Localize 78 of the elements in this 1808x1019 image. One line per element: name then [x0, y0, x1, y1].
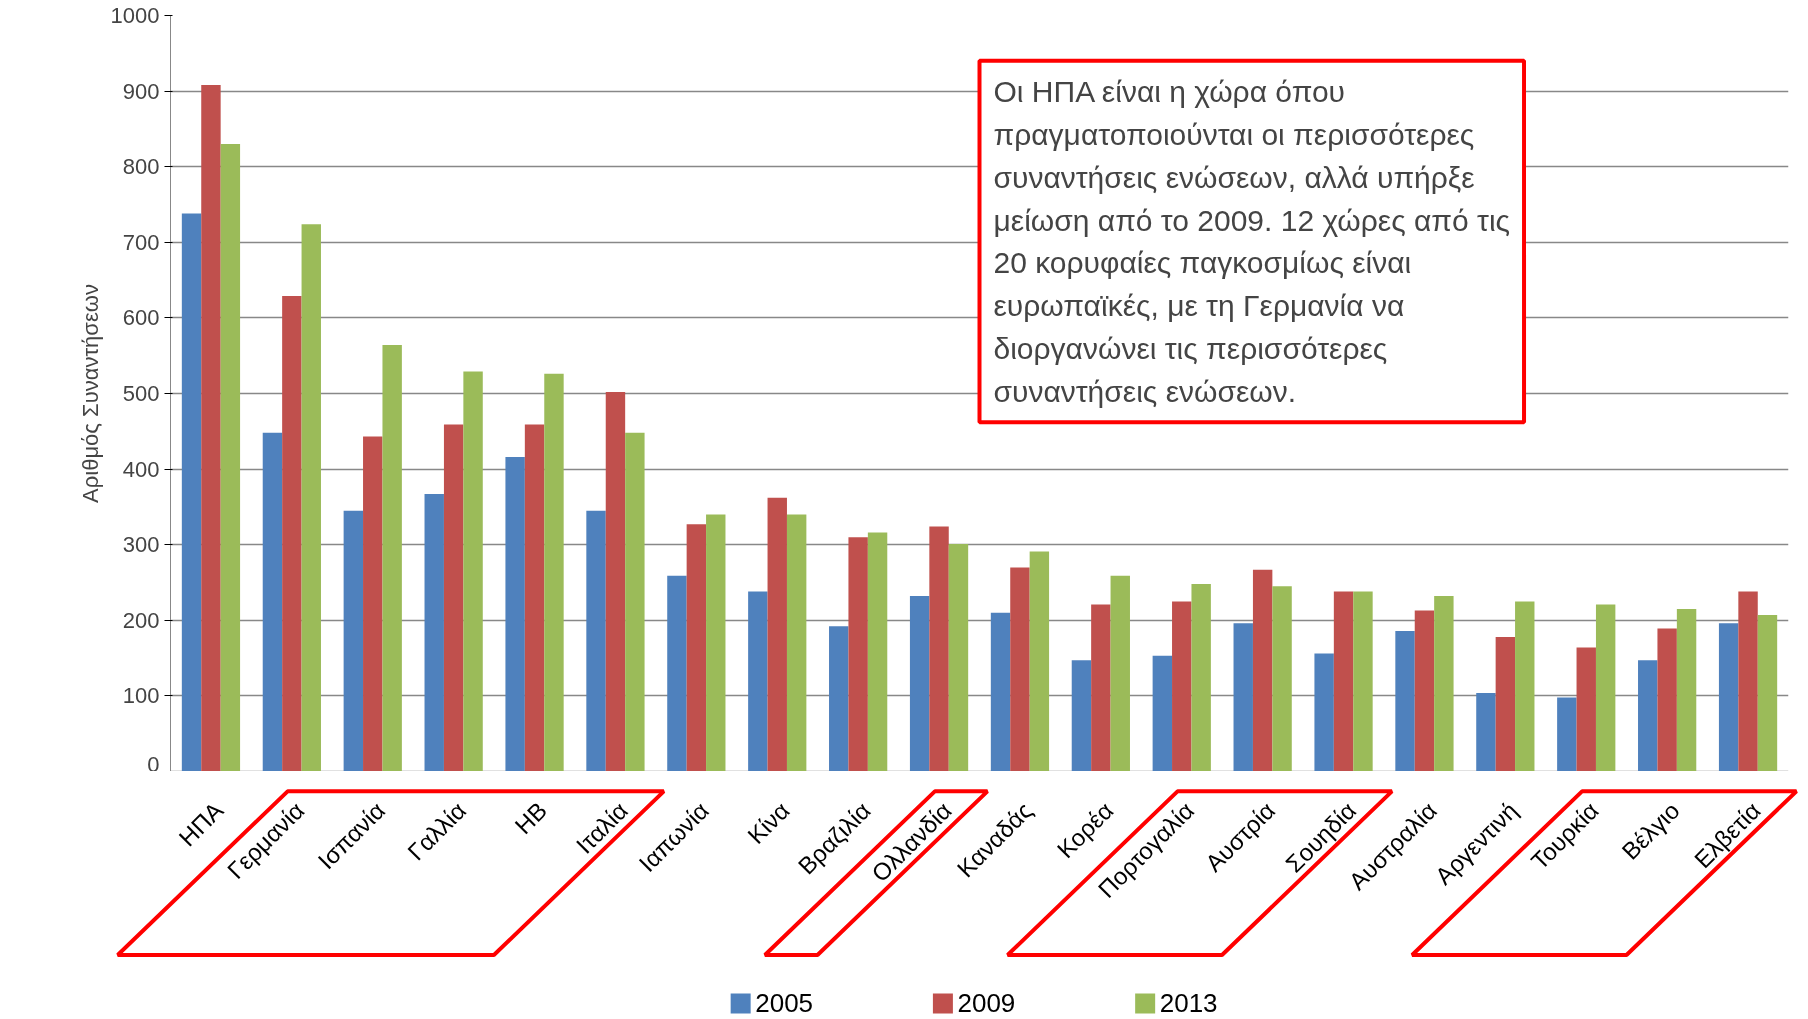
- bar: [201, 85, 221, 771]
- bar: [1414, 610, 1435, 771]
- legend-label: 2005: [755, 988, 814, 1019]
- y-tick-label: 500: [122, 381, 160, 406]
- bar: [929, 526, 949, 771]
- bar: [1595, 604, 1616, 771]
- bar: [1515, 601, 1535, 771]
- annotation: Οι ΗΠΑ είναι η χώρα όπου πραγματοποιούνται οι περισσότερες συναντήσεις ενώσεων, αλλά υπήρξε μείωση από το 2009. 12 χώρες από τις 20 κορυφαίες παγκοσμίως είναι ευρωπαϊκές, με τη Γερμανία να διοργανώνει τις περισσότερες συναντήσεις ενώσεων.: [993, 74, 1511, 409]
- bar: [363, 436, 383, 771]
- y-tick-label: 800: [122, 154, 160, 180]
- bar: [909, 596, 930, 771]
- bar: [524, 424, 545, 771]
- bar: [1010, 567, 1030, 771]
- bar: [1757, 615, 1778, 771]
- bar: [1638, 660, 1658, 771]
- bar: [767, 497, 787, 771]
- bar: [1718, 623, 1739, 771]
- bar: [625, 432, 645, 771]
- bar: [1657, 628, 1677, 771]
- bar: [848, 537, 868, 771]
- bar: [1233, 623, 1253, 771]
- bar: [1738, 591, 1758, 771]
- y-tick-label: 300: [122, 532, 160, 558]
- bar: [1029, 551, 1050, 771]
- x-tick-label: ΗΒ: [509, 796, 552, 840]
- bar: [301, 224, 321, 771]
- bar: [443, 424, 464, 771]
- y-tick-label: 400: [122, 456, 160, 482]
- x-tick-label: Κίνα: [742, 796, 795, 850]
- y-tick-label: 700: [122, 229, 160, 255]
- bar: [1272, 586, 1292, 771]
- bar: [181, 213, 202, 771]
- bar: [786, 514, 807, 771]
- bar: [463, 371, 483, 771]
- bar: [706, 514, 726, 771]
- bar: [220, 144, 241, 771]
- bar: [1091, 604, 1111, 771]
- bar: [1495, 636, 1516, 771]
- bar: [1576, 647, 1596, 771]
- bar: [382, 345, 402, 771]
- bar: [948, 543, 969, 771]
- y-tick-label: 100: [122, 683, 160, 709]
- bar: [1676, 608, 1697, 771]
- y-axis-title: Αριθμός Συναντήσεων: [77, 284, 103, 503]
- bar: [1172, 601, 1192, 771]
- y-tick-label: 1000: [110, 3, 160, 28]
- bar: [829, 626, 849, 771]
- bar: [686, 524, 707, 771]
- bar: [424, 494, 444, 771]
- bar: [748, 591, 768, 771]
- bar: [1191, 584, 1211, 771]
- bar: [1110, 575, 1130, 771]
- bar: [1557, 697, 1577, 771]
- bar: [1434, 596, 1454, 771]
- bar: [990, 612, 1011, 771]
- bar: [1152, 655, 1173, 771]
- bar: [1314, 653, 1334, 771]
- bar: [1333, 591, 1354, 771]
- bar: [586, 510, 606, 771]
- legend-label: 2013: [1159, 988, 1218, 1019]
- bar: [282, 295, 302, 771]
- y-tick-label: 200: [122, 607, 160, 633]
- bar: [867, 532, 888, 771]
- bar: [1476, 692, 1496, 771]
- legend-label: 2009: [957, 988, 1016, 1019]
- bar: [667, 575, 687, 771]
- bar: [1071, 660, 1092, 771]
- y-tick-label: 0: [147, 751, 160, 777]
- y-tick-label: 600: [122, 305, 160, 331]
- bar: [1395, 630, 1415, 771]
- bar: [1252, 569, 1273, 771]
- bar: [505, 457, 525, 771]
- bar: [1353, 591, 1373, 771]
- bar: [544, 373, 564, 771]
- bar: [262, 432, 283, 771]
- bar: [605, 391, 626, 771]
- bar: [343, 510, 364, 771]
- y-tick-label: 900: [122, 78, 160, 104]
